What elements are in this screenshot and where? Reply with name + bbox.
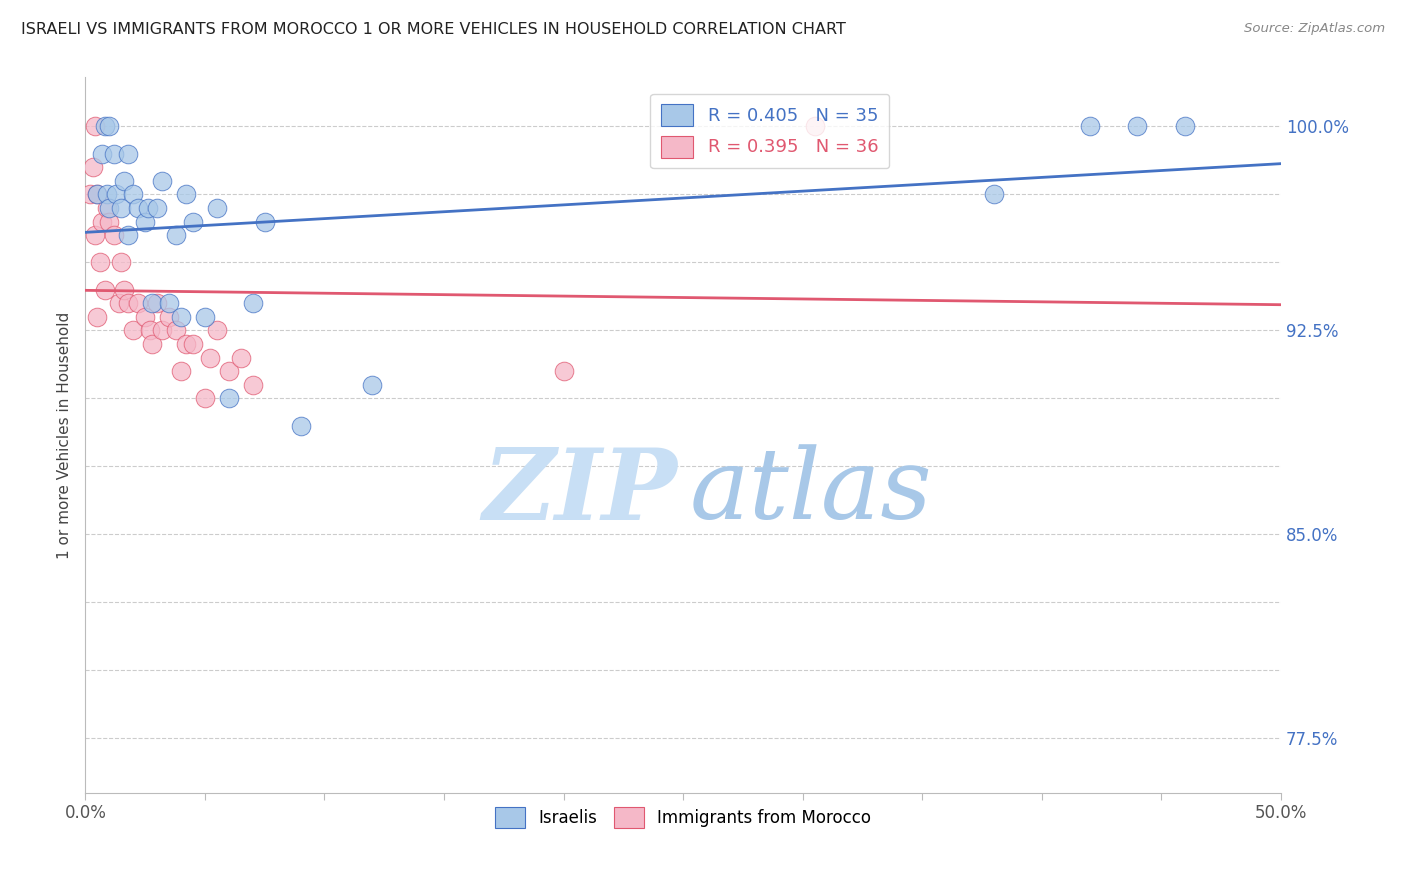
Point bbox=[242, 296, 264, 310]
Point bbox=[1078, 120, 1101, 134]
Point bbox=[122, 187, 145, 202]
Point bbox=[86, 187, 108, 202]
Point bbox=[105, 187, 128, 202]
Point bbox=[242, 377, 264, 392]
Text: Source: ZipAtlas.com: Source: ZipAtlas.com bbox=[1244, 22, 1385, 36]
Point bbox=[205, 323, 228, 337]
Point bbox=[157, 310, 180, 324]
Y-axis label: 1 or more Vehicles in Household: 1 or more Vehicles in Household bbox=[58, 311, 72, 558]
Point bbox=[91, 146, 114, 161]
Point bbox=[98, 201, 121, 215]
Point bbox=[127, 296, 149, 310]
Point bbox=[108, 296, 131, 310]
Point bbox=[139, 323, 162, 337]
Point bbox=[93, 283, 115, 297]
Point bbox=[112, 174, 135, 188]
Point bbox=[127, 201, 149, 215]
Point bbox=[229, 351, 252, 365]
Point bbox=[146, 201, 169, 215]
Point bbox=[157, 296, 180, 310]
Point bbox=[134, 214, 156, 228]
Point bbox=[198, 351, 221, 365]
Point bbox=[205, 201, 228, 215]
Point bbox=[117, 228, 139, 243]
Point bbox=[150, 174, 173, 188]
Point bbox=[84, 120, 107, 134]
Point bbox=[103, 228, 125, 243]
Point bbox=[174, 187, 197, 202]
Point bbox=[86, 310, 108, 324]
Point bbox=[146, 296, 169, 310]
Point bbox=[103, 146, 125, 161]
Point bbox=[174, 337, 197, 351]
Point bbox=[165, 323, 187, 337]
Point bbox=[84, 228, 107, 243]
Point bbox=[141, 337, 163, 351]
Point bbox=[361, 377, 384, 392]
Point bbox=[117, 296, 139, 310]
Text: atlas: atlas bbox=[689, 444, 932, 540]
Point bbox=[136, 201, 159, 215]
Point bbox=[983, 187, 1005, 202]
Point bbox=[1174, 120, 1197, 134]
Point bbox=[96, 201, 118, 215]
Point bbox=[117, 146, 139, 161]
Point bbox=[218, 392, 240, 406]
Point bbox=[91, 214, 114, 228]
Point bbox=[181, 214, 204, 228]
Text: ISRAELI VS IMMIGRANTS FROM MOROCCO 1 OR MORE VEHICLES IN HOUSEHOLD CORRELATION C: ISRAELI VS IMMIGRANTS FROM MOROCCO 1 OR … bbox=[21, 22, 846, 37]
Point bbox=[79, 187, 101, 202]
Point bbox=[86, 187, 108, 202]
Point bbox=[803, 120, 825, 134]
Point bbox=[112, 283, 135, 297]
Point bbox=[82, 160, 104, 174]
Point bbox=[170, 364, 193, 378]
Point bbox=[96, 187, 118, 202]
Point bbox=[1126, 120, 1149, 134]
Point bbox=[290, 418, 312, 433]
Point bbox=[194, 392, 217, 406]
Point bbox=[93, 120, 115, 134]
Point bbox=[194, 310, 217, 324]
Point bbox=[98, 214, 121, 228]
Point bbox=[134, 310, 156, 324]
Point bbox=[165, 228, 187, 243]
Point bbox=[110, 201, 132, 215]
Point bbox=[553, 364, 575, 378]
Point bbox=[122, 323, 145, 337]
Point bbox=[150, 323, 173, 337]
Point bbox=[98, 120, 121, 134]
Point bbox=[181, 337, 204, 351]
Point bbox=[253, 214, 276, 228]
Legend: Israelis, Immigrants from Morocco: Israelis, Immigrants from Morocco bbox=[488, 801, 877, 834]
Point bbox=[170, 310, 193, 324]
Text: ZIP: ZIP bbox=[482, 444, 678, 541]
Point bbox=[89, 255, 111, 269]
Point bbox=[141, 296, 163, 310]
Point bbox=[110, 255, 132, 269]
Point bbox=[218, 364, 240, 378]
